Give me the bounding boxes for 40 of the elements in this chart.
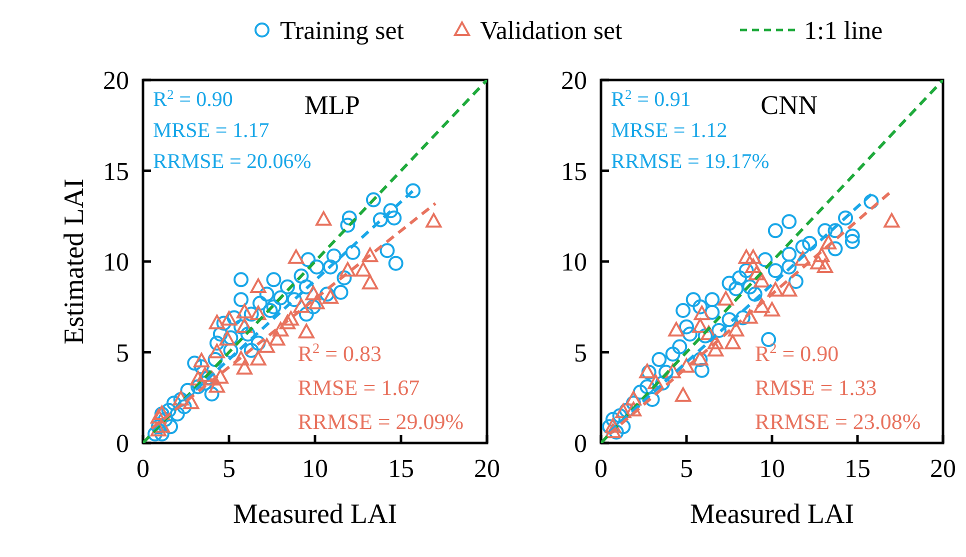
y-tick-label: 5 xyxy=(116,338,129,368)
x-tick-label: 15 xyxy=(388,454,414,483)
legend-label: Validation set xyxy=(480,16,624,45)
y-tick-label: 20 xyxy=(561,66,587,95)
annotation: MRSE = 1.12 xyxy=(611,118,728,142)
x-axis-title: Measured LAI xyxy=(232,499,398,530)
annotation: RRMSE = 23.08% xyxy=(754,409,921,434)
x-axis-title: Measured LAI xyxy=(690,499,854,530)
legend-label: Training set xyxy=(280,16,405,45)
annotation: MRSE = 1.17 xyxy=(153,118,270,142)
annotation: RMSE = 1.67 xyxy=(298,375,420,400)
annotation: RMSE = 1.33 xyxy=(754,375,877,400)
y-tick-label: 15 xyxy=(103,156,129,186)
annotation: RRMSE = 19.17% xyxy=(611,149,770,173)
x-tick-label: 5 xyxy=(222,454,236,483)
x-tick-label: 15 xyxy=(844,454,870,483)
chart-title: CNN xyxy=(760,90,818,120)
x-tick-label: 20 xyxy=(474,454,500,483)
annotation: R$^{2}$ = 0.90 xyxy=(754,341,839,366)
legend-label: 1:1 line xyxy=(804,16,883,45)
annotation: R$^{2}$ = 0.91 xyxy=(611,86,691,111)
y-axis-title: Estimated LAI xyxy=(59,178,90,344)
y-tick-label: 10 xyxy=(561,248,587,276)
y-tick-label: 0 xyxy=(116,429,129,458)
x-tick-label: 0 xyxy=(594,454,608,483)
y-tick-label: 5 xyxy=(574,338,587,368)
annotation: R$^{2}$ = 0.90 xyxy=(153,86,233,111)
annotation: RRMSE = 29.09% xyxy=(298,409,464,434)
y-tick-label: 10 xyxy=(103,248,129,276)
annotation: RRMSE = 20.06% xyxy=(153,149,312,173)
chart-title: MLP xyxy=(304,90,360,120)
y-tick-label: 0 xyxy=(574,429,587,458)
x-tick-label: 10 xyxy=(302,454,328,483)
x-tick-label: 0 xyxy=(136,454,150,483)
annotation: R$^{2}$ = 0.83 xyxy=(298,341,382,366)
x-tick-label: 5 xyxy=(680,454,693,483)
x-tick-label: 20 xyxy=(930,454,956,483)
y-tick-label: 20 xyxy=(103,66,129,95)
x-tick-label: 10 xyxy=(759,454,785,483)
y-tick-label: 15 xyxy=(561,156,587,186)
